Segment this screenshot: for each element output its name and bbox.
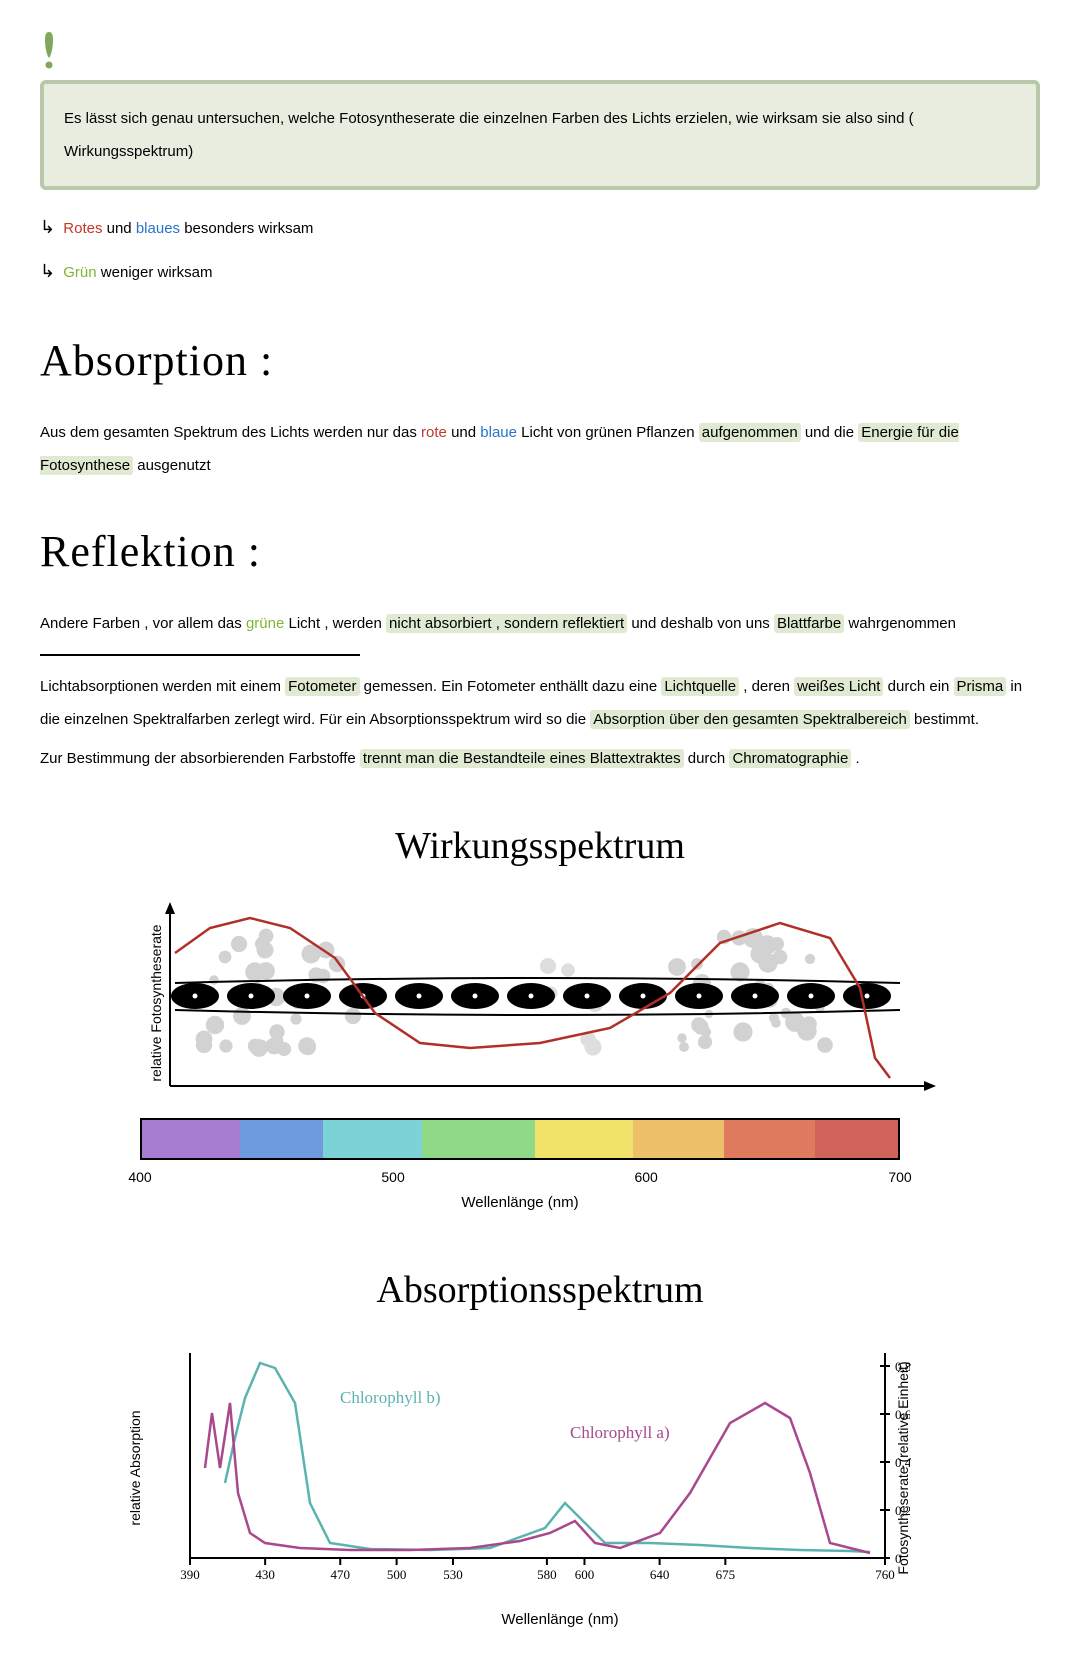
highlight: weißes Licht xyxy=(794,677,883,696)
chart2-ylabel: relative Absorption xyxy=(120,1410,151,1525)
text: Aus dem gesamten Spektrum des Lichts wer… xyxy=(40,424,421,441)
word-blaues: blaues xyxy=(136,220,180,237)
bullet-red-blue: ↳ Rotes und blaues besonders wirksam xyxy=(40,208,1040,248)
chromatographie-paragraph: Zur Bestimmung der absorbierenden Farbst… xyxy=(40,742,1040,775)
word-blaue: blaue xyxy=(480,424,517,441)
text: durch xyxy=(688,750,730,767)
svg-text:Chlorophyll b): Chlorophyll b) xyxy=(340,1388,441,1407)
text: bestimmt. xyxy=(914,711,979,728)
spectrum-container: 400500600700 Wellenlänge (nm) xyxy=(140,1118,900,1219)
svg-text:530: 530 xyxy=(443,1567,463,1582)
highlight: Absorption über den gesamten Spektralber… xyxy=(590,710,910,729)
svg-text:430: 430 xyxy=(255,1567,275,1582)
text: Zur Bestimmung der absorbierenden Farbst… xyxy=(40,750,360,767)
highlight: Prisma xyxy=(954,677,1007,696)
word-gruene: grüne xyxy=(246,615,284,632)
chart1-title: Wirkungsspektrum xyxy=(40,805,1040,889)
text: und xyxy=(451,424,480,441)
chart-wirkungsspektrum: relative Fotosyntheserate xyxy=(110,898,970,1108)
text: durch ein xyxy=(888,678,954,695)
intro-text: Es lässt sich genau untersuchen, welche … xyxy=(64,110,914,160)
svg-text:580: 580 xyxy=(537,1567,557,1582)
word-gruen: Grün xyxy=(63,264,96,281)
text: ausgenutzt xyxy=(137,457,210,474)
text: Licht von grünen Pflanzen xyxy=(521,424,699,441)
text: Andere Farben , vor allem das xyxy=(40,615,246,632)
text: und die xyxy=(805,424,858,441)
highlight: Fotometer xyxy=(285,677,359,696)
divider xyxy=(40,654,360,656)
svg-text:470: 470 xyxy=(331,1567,351,1582)
bullet-text: und xyxy=(107,220,136,237)
svg-text:390: 390 xyxy=(180,1567,200,1582)
text: Lichtabsorptionen werden mit einem xyxy=(40,678,285,695)
text: . xyxy=(856,750,860,767)
arrow-icon: ↳ xyxy=(40,261,53,281)
chart1-ylabel: relative Fotosyntheserate xyxy=(141,925,172,1082)
highlight: trennt man die Bestandteile eines Blatte… xyxy=(360,749,684,768)
text: und deshalb von uns xyxy=(631,615,774,632)
chart-absorptionsspektrum: relative Absorption Fotosyntheserate (re… xyxy=(110,1343,970,1593)
highlight: nicht absorbiert , sondern reflektiert xyxy=(386,614,627,633)
bullet-green: ↳ Grün weniger wirksam xyxy=(40,252,1040,292)
spectrum-bar xyxy=(140,1118,900,1160)
svg-text:600: 600 xyxy=(575,1567,595,1582)
chart1-svg xyxy=(140,898,940,1098)
svg-text:640: 640 xyxy=(650,1567,670,1582)
heading-absorption: Absorption : xyxy=(40,313,1040,410)
svg-text:500: 500 xyxy=(387,1567,407,1582)
svg-text:Chlorophyll a): Chlorophyll a) xyxy=(570,1423,670,1442)
intro-box: Es lässt sich genau untersuchen, welche … xyxy=(40,80,1040,190)
highlight: Chromatographie xyxy=(729,749,851,768)
chart2-svg: 00,20,40,60,8 39043047050053058060064067… xyxy=(150,1343,910,1583)
highlight: Blattfarbe xyxy=(774,614,844,633)
highlight: aufgenommen xyxy=(699,423,801,442)
text: gemessen. Ein Fotometer enthällt dazu ei… xyxy=(364,678,662,695)
arrow-icon: ↳ xyxy=(40,217,53,237)
chart2-title: Absorptionsspektrum xyxy=(40,1249,1040,1333)
chart2-xlabel: Wellenlänge (nm) xyxy=(80,1603,1040,1636)
absorption-paragraph: Aus dem gesamten Spektrum des Lichts wer… xyxy=(40,416,1040,482)
fotometer-paragraph: Lichtabsorptionen werden mit einem Fotom… xyxy=(40,670,1040,736)
word-rotes: Rotes xyxy=(63,220,102,237)
text: , deren xyxy=(743,678,794,695)
text: wahrgenommen xyxy=(848,615,956,632)
chart1-xticks: 400500600700 xyxy=(140,1160,900,1182)
heading-reflektion: Reflektion : xyxy=(40,504,1040,601)
word-rote: rote xyxy=(421,424,447,441)
bullet-text: besonders wirksam xyxy=(184,220,313,237)
chart1-xlabel: Wellenlänge (nm) xyxy=(140,1186,900,1219)
highlight: Lichtquelle xyxy=(661,677,739,696)
bullet-text: weniger wirksam xyxy=(101,264,213,281)
exclamation-icon xyxy=(40,30,58,70)
text: Licht , werden xyxy=(288,615,386,632)
svg-text:675: 675 xyxy=(716,1567,736,1582)
reflektion-paragraph: Andere Farben , vor allem das grüne Lich… xyxy=(40,607,1040,640)
chart2-ylabel-right: Fotosyntheserate (relative Einheit) xyxy=(888,1361,919,1574)
